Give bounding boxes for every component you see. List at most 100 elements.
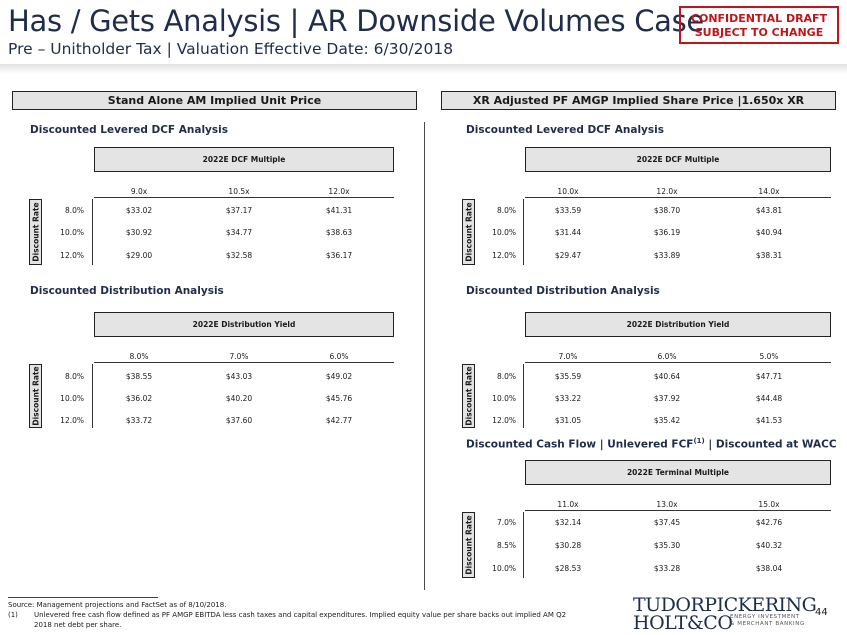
left-dist-cell: $42.77 — [325, 416, 353, 425]
page-subtitle: Pre – Unitholder Tax | Valuation Effecti… — [8, 40, 454, 58]
left-dcf-cell: $29.00 — [125, 251, 153, 260]
right-dist-col-3: 5.0% — [759, 352, 779, 361]
right-dist-cell: $33.22 — [554, 394, 582, 403]
left-dist-title: Discounted Distribution Analysis — [30, 285, 224, 297]
right-dist-cell: $35.42 — [653, 416, 681, 425]
footnote-text-line-2: 2018 net debt per share. — [34, 621, 122, 629]
right-dcf-cell: $36.19 — [653, 228, 681, 237]
left-dist-col-3: 6.0% — [329, 352, 349, 361]
right-dist-col-2: 6.0% — [657, 352, 677, 361]
left-dcf-cell: $38.63 — [325, 228, 353, 237]
left-dcf-col-3: 12.0x — [328, 187, 350, 196]
right-cf-rate-1: 7.0% — [496, 518, 516, 527]
right-cf-cell: $40.32 — [755, 541, 783, 550]
right-cf-column-rule — [525, 510, 831, 511]
right-dist-cell: $35.59 — [554, 372, 582, 381]
logo-tagline-1: ENERGY INVESTMENT — [730, 614, 800, 620]
left-dcf-column-rule — [94, 197, 394, 198]
right-dcf-cell: $38.70 — [653, 206, 681, 215]
right-dist-cell: $47.71 — [755, 372, 783, 381]
right-dcf-cell: $38.31 — [755, 251, 783, 260]
panel-divider — [424, 122, 425, 590]
footnote-rule — [8, 597, 158, 598]
right-cf-row-rule — [523, 512, 524, 578]
right-cf-col-1: 11.0x — [557, 500, 579, 509]
right-cf-cell: $37.45 — [653, 518, 681, 527]
right-dcf-multiple-header: 2022E DCF Multiple — [525, 147, 831, 172]
left-panel-header: Stand Alone AM Implied Unit Price — [12, 91, 417, 110]
right-dcf-rate-2: 10.0% — [492, 228, 516, 237]
left-dcf-cell: $41.31 — [325, 206, 353, 215]
left-dist-cell: $40.20 — [225, 394, 253, 403]
left-dcf-rate-1: 8.0% — [64, 206, 84, 215]
left-dcf-rate-3: 12.0% — [60, 251, 84, 260]
right-dcf-row-rule — [523, 199, 524, 265]
right-cf-cell: $33.28 — [653, 564, 681, 573]
source-note: Source: Management projections and FactS… — [8, 601, 227, 609]
left-dcf-title: Discounted Levered DCF Analysis — [30, 124, 228, 136]
right-cf-cell: $42.76 — [755, 518, 783, 527]
left-dist-rate-1: 8.0% — [64, 372, 84, 381]
right-dist-col-1: 7.0% — [558, 352, 578, 361]
footnote-text-line-1: Unlevered free cash flow defined as PF A… — [34, 611, 567, 619]
right-cf-cell: $30.28 — [554, 541, 582, 550]
title-divider — [0, 64, 847, 74]
left-dist-discount-rate-label: Discount Rate — [29, 364, 42, 428]
left-dist-discount-rate-text: Discount Rate — [31, 366, 40, 426]
right-cf-title-prefix: Discounted Cash Flow | Unlevered FCF — [466, 438, 694, 451]
right-dcf-col-1: 10.0x — [557, 187, 579, 196]
right-dcf-discount-rate-text: Discount Rate — [464, 202, 473, 262]
left-dist-column-rule — [94, 362, 394, 363]
left-dcf-cell: $33.02 — [125, 206, 153, 215]
left-dist-col-2: 7.0% — [229, 352, 249, 361]
page-number: 44 — [815, 607, 828, 618]
left-dist-cell: $37.60 — [225, 416, 253, 425]
right-dcf-discount-rate-label: Discount Rate — [462, 199, 475, 265]
right-dist-row-rule — [523, 364, 524, 428]
left-dcf-multiple-header: 2022E DCF Multiple — [94, 147, 394, 172]
left-dist-multiple-header: 2022E Distribution Yield — [94, 312, 394, 337]
left-dcf-cell: $36.17 — [325, 251, 353, 260]
right-dist-discount-rate-label: Discount Rate — [462, 364, 475, 428]
right-dist-rate-3: 12.0% — [492, 416, 516, 425]
right-cf-title: Discounted Cash Flow | Unlevered FCF(1) … — [466, 437, 837, 451]
left-dist-cell: $36.02 — [125, 394, 153, 403]
right-dcf-cell: $31.44 — [554, 228, 582, 237]
footnote-number: (1) — [8, 611, 18, 619]
right-cf-cell: $35.30 — [653, 541, 681, 550]
right-dist-cell: $40.64 — [653, 372, 681, 381]
left-dist-cell: $38.55 — [125, 372, 153, 381]
right-dist-cell: $37.92 — [653, 394, 681, 403]
confidential-line-1: CONFIDENTIAL DRAFT — [690, 12, 828, 25]
right-dcf-column-rule — [525, 197, 831, 198]
left-dist-cell: $43.03 — [225, 372, 253, 381]
left-dcf-col-2: 10.5x — [228, 187, 250, 196]
right-cf-rate-3: 10.0% — [492, 564, 516, 573]
logo-tagline: ENERGY INVESTMENT & MERCHANT BANKING — [730, 614, 805, 627]
left-dcf-cell: $30.92 — [125, 228, 153, 237]
left-dcf-col-1: 9.0x — [130, 187, 148, 196]
right-dcf-cell: $33.89 — [653, 251, 681, 260]
right-cf-cell: $28.53 — [554, 564, 582, 573]
right-cf-cell: $38.04 — [755, 564, 783, 573]
left-dcf-discount-rate-label: Discount Rate — [29, 199, 42, 265]
logo-line-2: HOLT&CO — [633, 612, 733, 634]
right-dcf-col-3: 14.0x — [758, 187, 780, 196]
right-dist-rate-1: 8.0% — [496, 372, 516, 381]
right-cf-col-3: 15.0x — [758, 500, 780, 509]
right-dist-cell: $31.05 — [554, 416, 582, 425]
right-dist-cell: $41.53 — [755, 416, 783, 425]
left-dist-col-1: 8.0% — [129, 352, 149, 361]
footnote-1: (1) Unlevered free cash flow defined as P… — [8, 611, 566, 619]
right-dcf-cell: $40.94 — [755, 228, 783, 237]
left-dcf-row-rule — [92, 199, 93, 265]
right-cf-cell: $32.14 — [554, 518, 582, 527]
right-dcf-cell: $33.59 — [554, 206, 582, 215]
left-dist-rate-3: 12.0% — [60, 416, 84, 425]
right-dcf-title: Discounted Levered DCF Analysis — [466, 124, 664, 136]
left-dist-row-rule — [92, 364, 93, 428]
right-dcf-cell: $43.81 — [755, 206, 783, 215]
left-dist-cell: $45.76 — [325, 394, 353, 403]
right-cf-col-2: 13.0x — [656, 500, 678, 509]
right-dcf-rate-3: 12.0% — [492, 251, 516, 260]
